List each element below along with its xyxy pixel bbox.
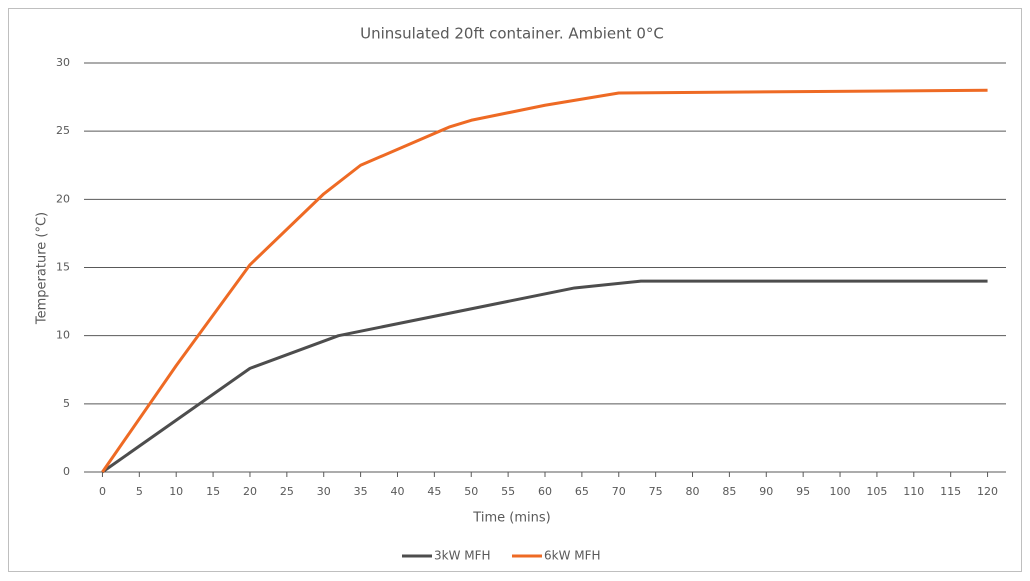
y-axis-title: Temperature (°C) <box>35 212 50 325</box>
y-tick-label: 5 <box>63 397 70 410</box>
line-series <box>101 279 988 474</box>
x-tick-label: 60 <box>538 485 552 498</box>
y-tick-label: 30 <box>56 56 70 69</box>
x-tick-label: 90 <box>759 485 773 498</box>
x-tick-label: 10 <box>169 485 183 498</box>
x-tick-label: 100 <box>830 485 851 498</box>
chart-border <box>8 8 1022 572</box>
y-tick-label: 10 <box>56 329 70 342</box>
x-tick-label: 105 <box>866 485 887 498</box>
x-tick-label: 120 <box>977 485 998 498</box>
x-tick-label: 110 <box>903 485 924 498</box>
y-tick-label: 0 <box>63 465 70 478</box>
x-tick-label: 65 <box>575 485 589 498</box>
x-tick-label: 70 <box>612 485 626 498</box>
x-tick-label: 35 <box>354 485 368 498</box>
legend-label: 3kW MFH <box>434 549 491 563</box>
x-tick-label: 80 <box>686 485 700 498</box>
line-series <box>101 88 988 473</box>
x-tick-label: 5 <box>136 485 143 498</box>
x-tick-label: 115 <box>940 485 961 498</box>
y-tick-label: 15 <box>56 261 70 274</box>
x-tick-label: 95 <box>796 485 810 498</box>
legend-label: 6kW MFH <box>544 549 601 563</box>
x-tick-label: 50 <box>464 485 478 498</box>
chart-title: Uninsulated 20ft container. Ambient 0°C <box>360 25 664 43</box>
x-tick-label: 85 <box>722 485 736 498</box>
x-tick-label: 15 <box>206 485 220 498</box>
x-tick-label: 40 <box>390 485 404 498</box>
x-tick-label: 75 <box>649 485 663 498</box>
x-tick-label: 25 <box>280 485 294 498</box>
x-tick-label: 55 <box>501 485 515 498</box>
x-tick-label: 0 <box>99 485 106 498</box>
y-tick-label: 25 <box>56 124 70 137</box>
y-tick-label: 20 <box>56 192 70 205</box>
x-tick-label: 20 <box>243 485 257 498</box>
x-tick-label: 30 <box>317 485 331 498</box>
x-axis-title: Time (mins) <box>472 511 550 526</box>
x-tick-label: 45 <box>427 485 441 498</box>
